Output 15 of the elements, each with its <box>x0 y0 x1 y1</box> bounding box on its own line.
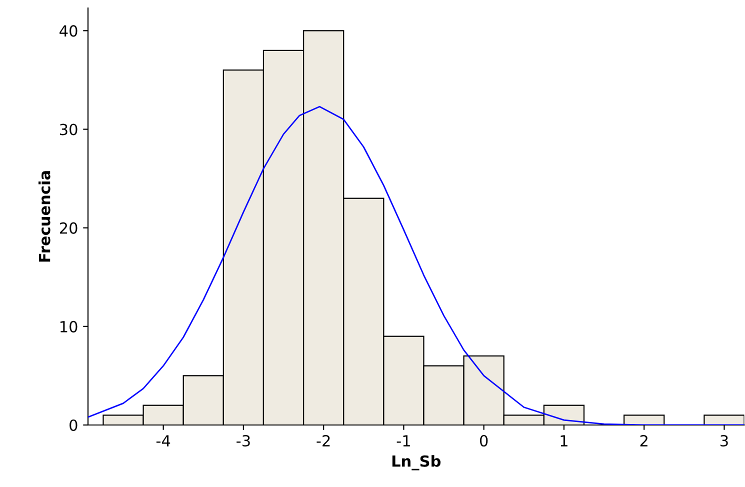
x-axis-title: Ln_Sb <box>392 455 441 470</box>
x-tick-label: -3 <box>236 434 250 447</box>
y-axis-title: Frecuencia <box>38 171 50 262</box>
y-tick-label: 20 <box>60 222 78 234</box>
x-tick-label: -2 <box>316 434 330 446</box>
y-tick-label: 30 <box>60 124 78 136</box>
x-tick-label: 2 <box>640 434 648 446</box>
y-tick-label: 0 <box>70 419 78 432</box>
x-tick-label: 3 <box>720 434 728 447</box>
x-tick-label: 1 <box>560 435 568 446</box>
y-tick-label: 10 <box>60 320 78 332</box>
x-tick-label: -1 <box>396 435 410 446</box>
x-tick-label: -4 <box>156 435 170 446</box>
x-tick-label: 0 <box>480 434 488 447</box>
y-tick-label: 40 <box>60 25 78 37</box>
